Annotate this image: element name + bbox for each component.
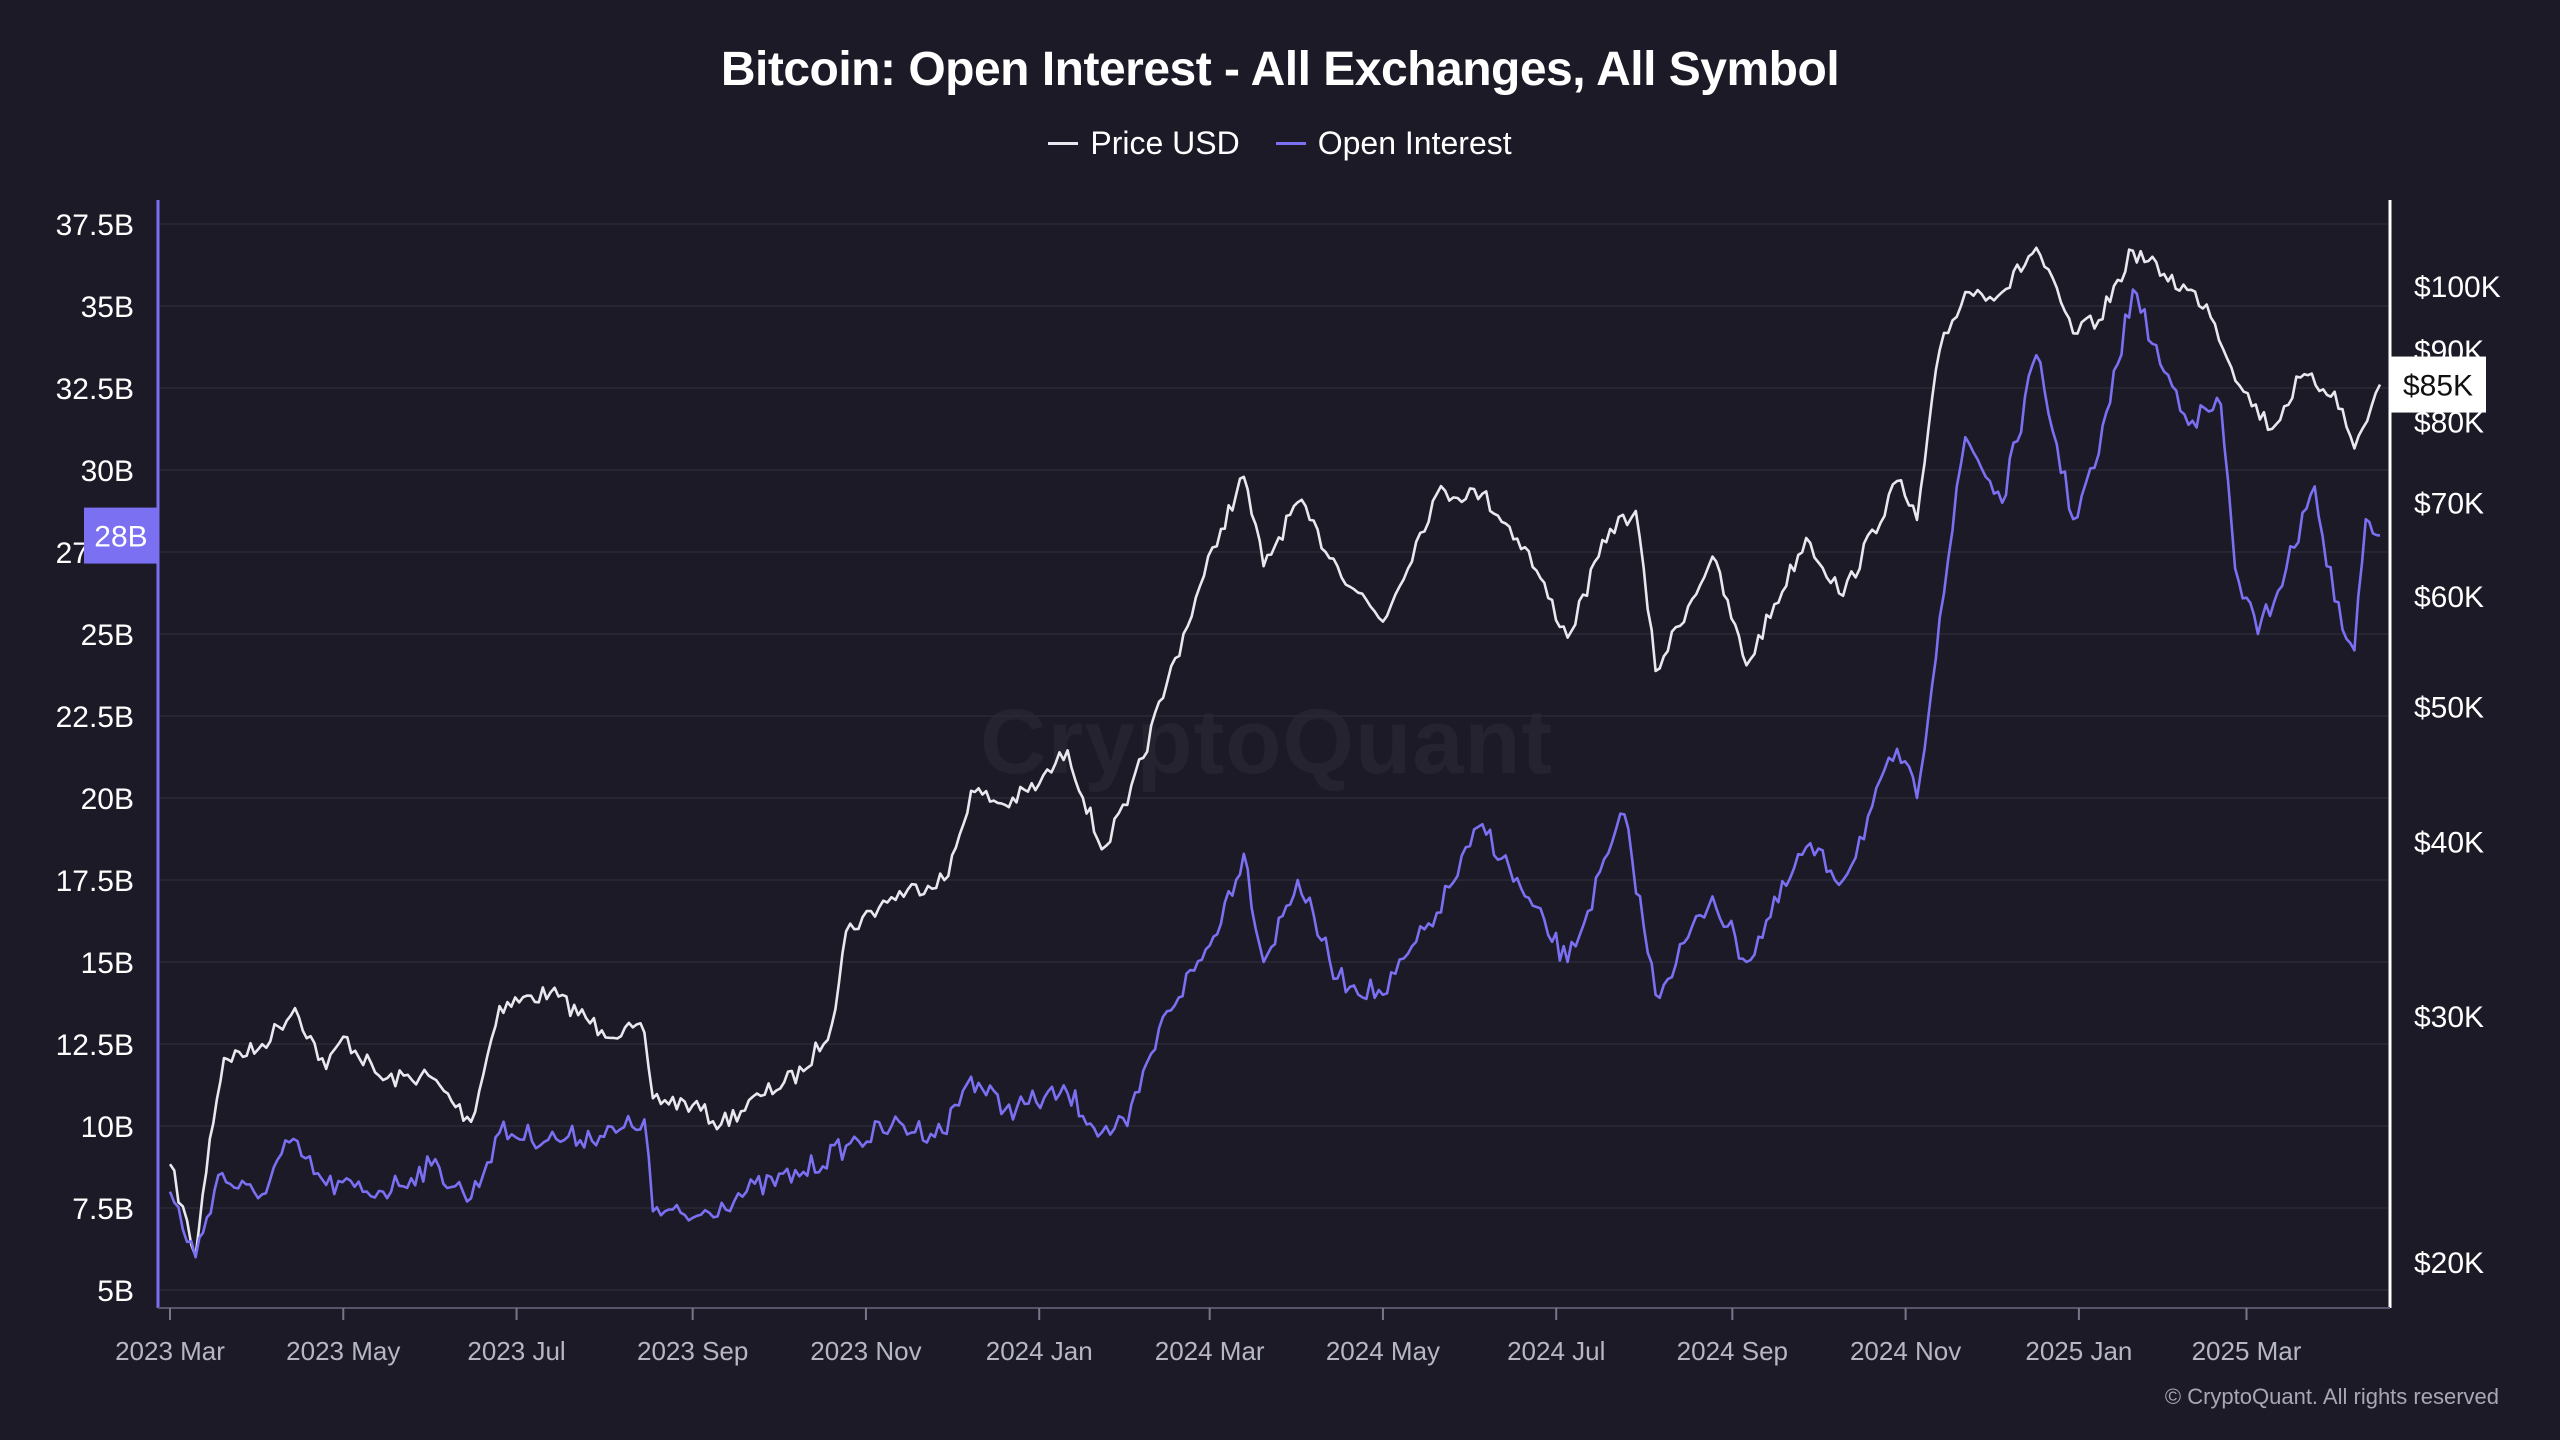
y-left-tick-label: 32.5B: [56, 373, 134, 406]
y-right-tick-label: $100K: [2414, 271, 2501, 304]
y-right-tick-label: $60K: [2414, 581, 2484, 614]
badge-open-interest-value: 28B: [94, 521, 147, 554]
grid-lines: [160, 223, 2390, 1291]
y-left-tick-label: 25B: [81, 619, 134, 652]
chart-title: Bitcoin: Open Interest - All Exchanges, …: [720, 43, 1840, 96]
legend-label-open-interest: Open Interest: [1317, 125, 1512, 161]
x-tick-label: 2024 Nov: [1850, 1336, 1961, 1366]
y-right-tick-label: $30K: [2414, 1001, 2484, 1034]
y-right-tick-label: $20K: [2414, 1247, 2484, 1280]
y-right-tick-label: $70K: [2414, 487, 2484, 520]
y-right-tick-label: $50K: [2414, 691, 2484, 724]
x-tick-label: 2025 Jan: [2025, 1336, 2132, 1366]
legend: Price USD Open Interest: [0, 125, 2560, 162]
badge-price-value: $85K: [2403, 370, 2473, 403]
x-tick-label: 2024 Jul: [1507, 1336, 1605, 1366]
y-left-tick-label: 20B: [81, 783, 134, 816]
y-left-tick-label: 37.5B: [56, 209, 134, 242]
x-tick-label: 2024 Jan: [986, 1336, 1093, 1366]
legend-swatch-price: [1048, 142, 1079, 145]
y-left-tick-label: 5B: [97, 1275, 134, 1308]
y-left-tick-label: 30B: [81, 455, 134, 488]
y-left-tick-label: 7.5B: [72, 1193, 134, 1226]
series-open-interest-line: [168, 288, 2381, 1259]
current-value-badges: 28B $85K: [84, 356, 2486, 564]
x-tick-label: 2023 Mar: [115, 1336, 225, 1366]
y-left-tick-label: 10B: [81, 1111, 134, 1144]
x-tick-label: 2025 Mar: [2192, 1336, 2302, 1366]
axes: 5B7.5B10B12.5B15B17.5B20B22.5B25B27.5B30…: [56, 200, 2501, 1366]
legend-item-open-interest[interactable]: Open Interest: [1275, 125, 1512, 162]
legend-item-price[interactable]: Price USD: [1048, 125, 1240, 162]
copyright-notice: © CryptoQuant. All rights reserved: [2164, 1384, 2499, 1409]
legend-swatch-open-interest: [1275, 142, 1306, 145]
badge-price-bg: [2390, 356, 2486, 413]
series-lines: [168, 246, 2382, 1259]
y-left-tick-label: 22.5B: [56, 701, 134, 734]
x-tick-label: 2024 May: [1326, 1336, 1440, 1366]
x-tick-label: 2023 May: [286, 1336, 400, 1366]
legend-label-price: Price USD: [1090, 125, 1240, 161]
x-tick-label: 2024 Sep: [1677, 1336, 1788, 1366]
y-left-tick-label: 15B: [81, 947, 134, 980]
x-tick-label: 2024 Mar: [1155, 1336, 1265, 1366]
x-tick-label: 2023 Sep: [637, 1336, 748, 1366]
y-left-tick-label: 17.5B: [56, 865, 134, 898]
x-tick-label: 2023 Jul: [467, 1336, 565, 1366]
y-right-tick-label: $40K: [2414, 827, 2484, 860]
badge-open-interest-bg: [84, 507, 158, 564]
y-left-tick-label: 12.5B: [56, 1029, 134, 1062]
y-left-tick-label: 35B: [81, 291, 134, 324]
x-tick-label: 2023 Nov: [810, 1336, 921, 1366]
series-price-usd-line: [168, 246, 2382, 1258]
